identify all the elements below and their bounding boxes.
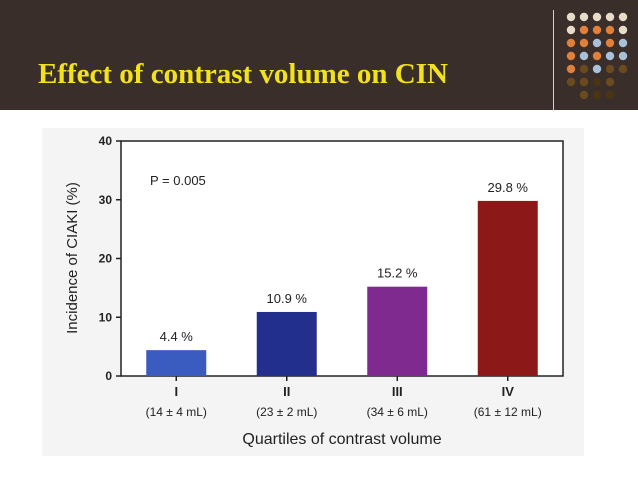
decorative-dot	[579, 25, 589, 35]
decorative-dot	[618, 64, 628, 74]
x-tick-label: III	[392, 384, 403, 399]
x-tick-label: IV	[502, 384, 515, 399]
decorative-dot	[605, 51, 615, 61]
data-label: 10.9 %	[267, 291, 308, 306]
decorative-dot	[592, 77, 602, 87]
decorative-dot	[592, 25, 602, 35]
p-value-annotation: P = 0.005	[150, 173, 206, 188]
decorative-dot	[605, 64, 615, 74]
decorative-dot	[592, 38, 602, 48]
x-tick-label: II	[283, 384, 290, 399]
y-tick-label: 0	[105, 369, 112, 383]
decorative-dot	[579, 12, 589, 22]
decorative-dot	[605, 12, 615, 22]
y-tick-label: 40	[99, 134, 113, 148]
decorative-dot	[579, 64, 589, 74]
bar	[367, 286, 428, 376]
decorative-dot	[605, 25, 615, 35]
y-tick-label: 20	[99, 252, 113, 266]
y-axis: 0 10 20 30 40	[99, 134, 121, 383]
bar-chart: 0 10 20 30 40 4.4 % 10.9 % 15.2 % 29.8 % I (14 ±…	[64, 134, 564, 448]
data-label: 15.2 %	[377, 266, 418, 281]
y-axis-label: Incidence of CIAKI (%)	[64, 182, 81, 334]
decorative-dot	[566, 51, 576, 61]
decorative-dot	[605, 38, 615, 48]
header-divider	[553, 10, 554, 110]
decorative-dot	[566, 38, 576, 48]
decorative-dot	[579, 90, 589, 100]
slide-header: Effect of contrast volume on CIN	[0, 0, 638, 110]
x-tick-sublabel: (34 ± 6 mL)	[367, 405, 428, 419]
decorative-dot-grid	[566, 12, 628, 100]
y-tick-label: 10	[99, 310, 113, 324]
decorative-dot	[592, 90, 602, 100]
decorative-dot	[579, 51, 589, 61]
bar	[256, 311, 317, 376]
decorative-dot	[605, 90, 615, 100]
slide-title: Effect of contrast volume on CIN	[38, 58, 448, 90]
decorative-dot	[592, 51, 602, 61]
decorative-dot	[618, 25, 628, 35]
data-label: 4.4 %	[160, 329, 194, 344]
x-tick-label: I	[174, 384, 178, 399]
decorative-dot	[618, 38, 628, 48]
bar	[477, 200, 538, 376]
bars: 4.4 % 10.9 % 15.2 % 29.8 %	[146, 180, 538, 376]
bar	[146, 350, 207, 376]
decorative-dot	[618, 12, 628, 22]
data-label: 29.8 %	[488, 180, 529, 195]
decorative-dot	[566, 77, 576, 87]
decorative-dot	[605, 77, 615, 87]
decorative-dot	[566, 64, 576, 74]
x-tick-sublabel: (61 ± 12 mL)	[474, 405, 542, 419]
x-tick-sublabel: (23 ± 2 mL)	[256, 405, 317, 419]
decorative-dot	[618, 51, 628, 61]
decorative-dot	[579, 38, 589, 48]
chart-panel: 0 10 20 30 40 4.4 % 10.9 % 15.2 % 29.8 % I (14 ±…	[42, 128, 584, 456]
x-axis: I (14 ± 4 mL) II (23 ± 2 mL) III (34 ± 6 mL) I…	[146, 376, 542, 419]
decorative-dot	[566, 12, 576, 22]
y-tick-label: 30	[99, 193, 113, 207]
decorative-dot	[592, 12, 602, 22]
decorative-dot	[579, 77, 589, 87]
x-axis-label: Quartiles of contrast volume	[242, 431, 441, 448]
decorative-dot	[566, 25, 576, 35]
decorative-dot	[592, 64, 602, 74]
x-tick-sublabel: (14 ± 4 mL)	[146, 405, 207, 419]
